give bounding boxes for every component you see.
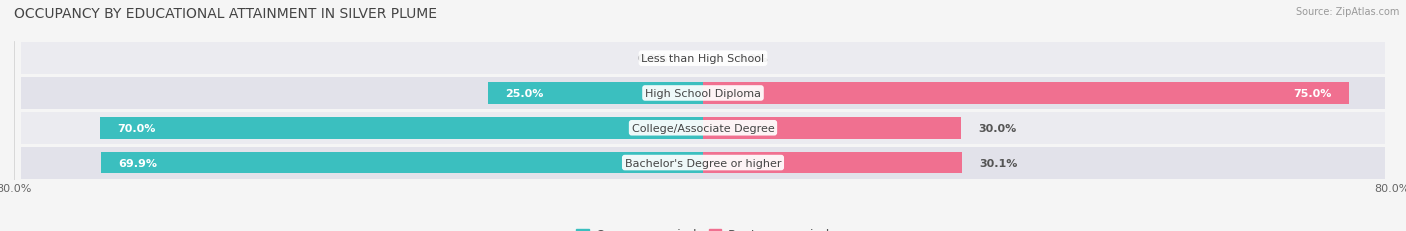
Text: OCCUPANCY BY EDUCATIONAL ATTAINMENT IN SILVER PLUME: OCCUPANCY BY EDUCATIONAL ATTAINMENT IN S… bbox=[14, 7, 437, 21]
Bar bbox=[21, 78, 1385, 109]
Text: Source: ZipAtlas.com: Source: ZipAtlas.com bbox=[1295, 7, 1399, 17]
Bar bbox=[703, 83, 1348, 104]
Bar bbox=[488, 83, 703, 104]
Bar bbox=[21, 112, 1385, 144]
Text: 0.0%: 0.0% bbox=[638, 54, 669, 64]
Text: 30.1%: 30.1% bbox=[980, 158, 1018, 168]
Text: 30.0%: 30.0% bbox=[979, 123, 1017, 133]
Text: Less than High School: Less than High School bbox=[641, 54, 765, 64]
Text: High School Diploma: High School Diploma bbox=[645, 88, 761, 99]
Bar bbox=[21, 43, 1385, 75]
Text: 25.0%: 25.0% bbox=[505, 88, 543, 99]
Text: 75.0%: 75.0% bbox=[1294, 88, 1331, 99]
Text: 69.9%: 69.9% bbox=[118, 158, 157, 168]
Text: 70.0%: 70.0% bbox=[117, 123, 156, 133]
Bar bbox=[21, 147, 1385, 179]
Text: College/Associate Degree: College/Associate Degree bbox=[631, 123, 775, 133]
Bar bbox=[101, 152, 703, 174]
Text: 0.0%: 0.0% bbox=[738, 54, 768, 64]
Text: Bachelor's Degree or higher: Bachelor's Degree or higher bbox=[624, 158, 782, 168]
Bar bbox=[100, 118, 703, 139]
Legend: Owner-occupied, Renter-occupied: Owner-occupied, Renter-occupied bbox=[571, 223, 835, 231]
Bar bbox=[703, 118, 962, 139]
Bar bbox=[703, 152, 962, 174]
